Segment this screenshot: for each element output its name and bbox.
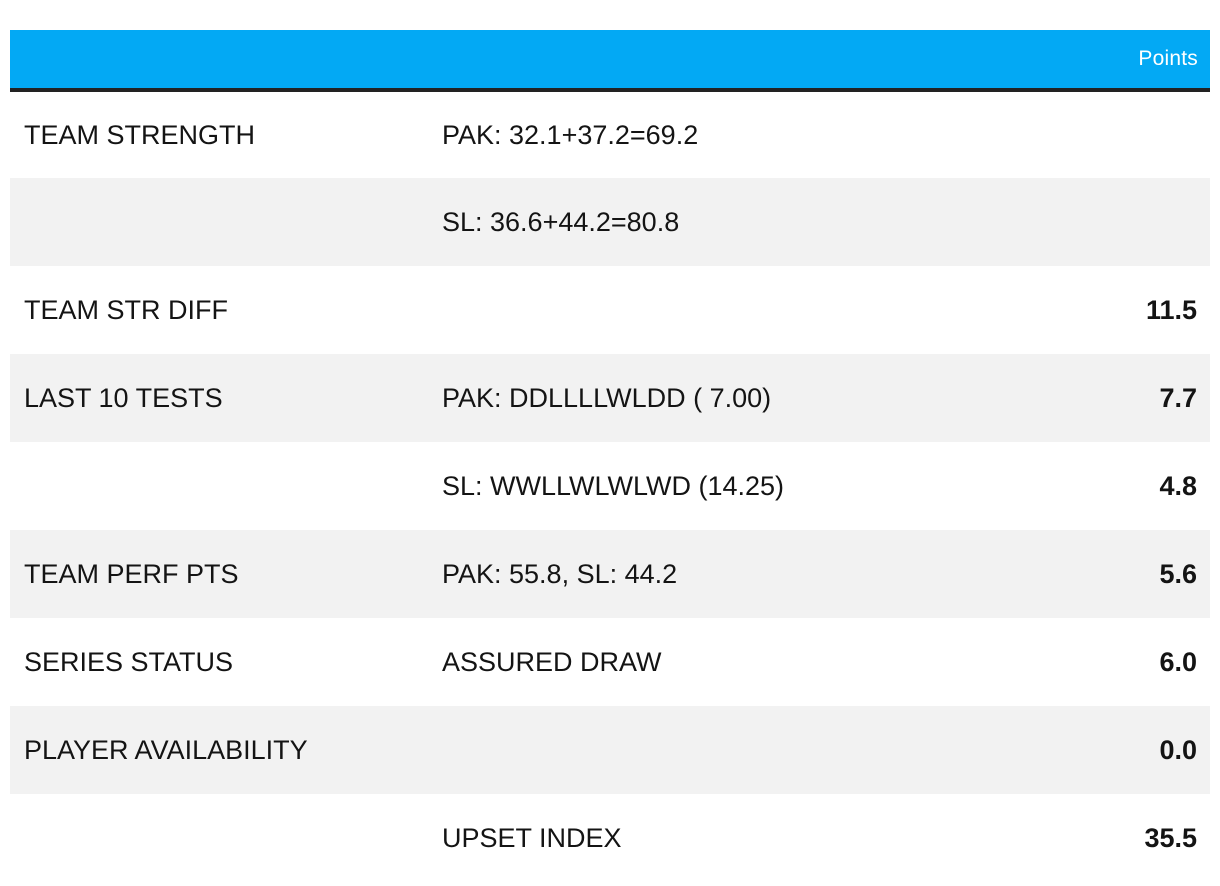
row-label: TEAM PERF PTS [24,558,239,589]
row-points: 4.8 [1159,470,1197,501]
row-points: 7.7 [1159,382,1197,413]
row-points: 35.5 [1144,822,1197,853]
table-row: SERIES STATUS ASSURED DRAW 6.0 [10,618,1210,706]
table-row: SL: WWLLWLWLWD (14.25) 4.8 [10,442,1210,530]
table-row: PLAYER AVAILABILITY 0.0 [10,706,1210,794]
table-row: LAST 10 TESTS PAK: DDLLLLWLDD ( 7.00) 7.… [10,354,1210,442]
table-row: TEAM STRENGTH PAK: 32.1+37.2=69.2 [10,92,1210,178]
table-row: TEAM STR DIFF 11.5 [10,266,1210,354]
table-header: Points [10,30,1210,92]
row-detail: PAK: 32.1+37.2=69.2 [442,119,699,150]
row-detail: PAK: DDLLLLWLDD ( 7.00) [442,382,772,413]
row-points: 5.6 [1159,558,1197,589]
row-detail: UPSET INDEX [442,822,622,853]
row-label: SERIES STATUS [24,646,234,677]
row-detail: ASSURED DRAW [442,646,662,677]
table-row: UPSET INDEX 35.5 [10,794,1210,882]
row-label: PLAYER AVAILABILITY [24,734,308,765]
row-points: 0.0 [1159,734,1197,765]
row-detail: SL: WWLLWLWLWD (14.25) [442,470,785,501]
row-detail: PAK: 55.8, SL: 44.2 [442,558,678,589]
table-row: SL: 36.6+44.2=80.8 [10,178,1210,266]
row-detail: SL: 36.6+44.2=80.8 [442,206,680,237]
row-label: LAST 10 TESTS [24,382,223,413]
table-row: TEAM PERF PTS PAK: 55.8, SL: 44.2 5.6 [10,530,1210,618]
row-points: 11.5 [1145,294,1197,325]
row-label: TEAM STR DIFF [24,294,228,325]
upset-index-table: Points TEAM STRENGTH PAK: 32.1+37.2=69.2… [10,30,1210,882]
row-label: TEAM STRENGTH [24,119,256,150]
row-points: 6.0 [1159,646,1197,677]
points-column-header: Points [1138,47,1198,70]
